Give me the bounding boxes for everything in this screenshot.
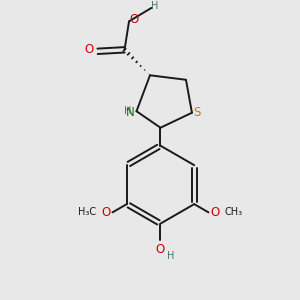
Text: O: O xyxy=(85,43,94,56)
Text: O: O xyxy=(102,206,111,219)
Text: O: O xyxy=(156,243,165,256)
Text: H: H xyxy=(124,106,131,116)
Text: H₃C: H₃C xyxy=(78,207,96,218)
Text: N: N xyxy=(126,106,135,119)
Text: S: S xyxy=(194,106,201,119)
Text: H: H xyxy=(167,250,175,261)
Text: O: O xyxy=(210,206,219,219)
Text: CH₃: CH₃ xyxy=(224,207,242,218)
Text: H: H xyxy=(152,2,159,11)
Text: O: O xyxy=(129,14,138,26)
